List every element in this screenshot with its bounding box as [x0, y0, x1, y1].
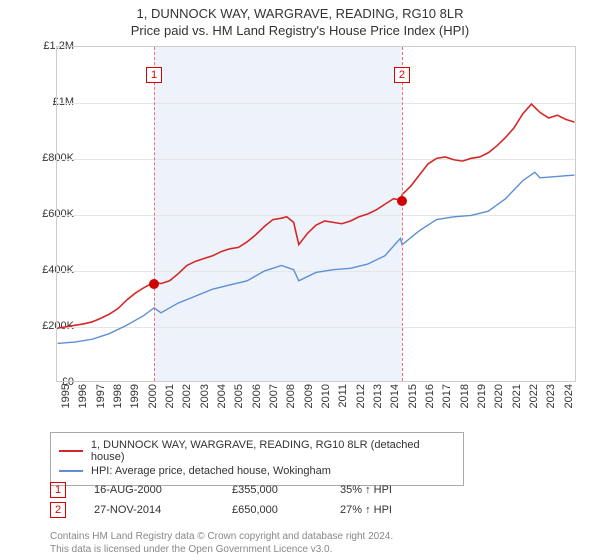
- x-tick-label: 2019: [476, 384, 488, 408]
- tx-date: 16-AUG-2000: [94, 484, 204, 496]
- tx-price: £355,000: [232, 484, 312, 496]
- tx-marker: 1: [50, 482, 66, 498]
- x-tick-label: 2002: [181, 384, 193, 408]
- x-tick-label: 1995: [60, 384, 72, 408]
- tx-diff: 35% ↑ HPI: [340, 484, 430, 496]
- chart-plot-area: 12: [56, 46, 576, 382]
- x-tick-label: 2017: [441, 384, 453, 408]
- marker-label-1: 1: [146, 67, 162, 83]
- tx-marker: 2: [50, 502, 66, 518]
- x-tick-label: 2021: [511, 384, 523, 408]
- marker-line-1: [154, 47, 155, 381]
- marker-label-2: 2: [394, 67, 410, 83]
- series-line-subject: [58, 104, 575, 328]
- page-title: 1, DUNNOCK WAY, WARGRAVE, READING, RG10 …: [0, 6, 600, 21]
- legend-label: 1, DUNNOCK WAY, WARGRAVE, READING, RG10 …: [91, 439, 455, 463]
- data-point-1: [149, 279, 159, 289]
- x-tick-label: 2004: [216, 384, 228, 408]
- x-tick-label: 2024: [563, 384, 575, 408]
- x-tick-label: 2010: [320, 384, 332, 408]
- x-tick-label: 2008: [285, 384, 297, 408]
- x-tick-label: 1999: [129, 384, 141, 408]
- x-tick-label: 1997: [95, 384, 107, 408]
- tx-date: 27-NOV-2014: [94, 504, 204, 516]
- tx-price: £650,000: [232, 504, 312, 516]
- footer-line-2: This data is licensed under the Open Gov…: [50, 543, 393, 556]
- x-tick-label: 2020: [493, 384, 505, 408]
- legend-row: 1, DUNNOCK WAY, WARGRAVE, READING, RG10 …: [59, 439, 455, 463]
- footer-line-1: Contains HM Land Registry data © Crown c…: [50, 530, 393, 543]
- x-tick-label: 2006: [251, 384, 263, 408]
- x-tick-label: 2005: [233, 384, 245, 408]
- line-series: [57, 47, 575, 381]
- x-tick-label: 2003: [199, 384, 211, 408]
- x-tick-label: 1996: [77, 384, 89, 408]
- x-tick-label: 2000: [147, 384, 159, 408]
- x-tick-label: 2015: [407, 384, 419, 408]
- x-tick-label: 2009: [303, 384, 315, 408]
- series-line-hpi: [58, 172, 575, 343]
- x-tick-label: 2001: [164, 384, 176, 408]
- data-point-2: [397, 196, 407, 206]
- x-tick-label: 2016: [424, 384, 436, 408]
- transactions-table: 1 16-AUG-2000 £355,000 35% ↑ HPI 2 27-NOV-201…: [50, 478, 430, 522]
- x-tick-label: 2007: [268, 384, 280, 408]
- x-tick-label: 2013: [372, 384, 384, 408]
- x-tick-label: 2011: [337, 384, 349, 408]
- tx-row: 1 16-AUG-2000 £355,000 35% ↑ HPI: [50, 482, 430, 498]
- marker-line-2: [402, 47, 403, 381]
- x-tick-label: 2022: [528, 384, 540, 408]
- tx-diff: 27% ↑ HPI: [340, 504, 430, 516]
- footer-text: Contains HM Land Registry data © Crown c…: [50, 530, 393, 556]
- x-tick-label: 2012: [355, 384, 367, 408]
- x-tick-label: 2023: [545, 384, 557, 408]
- x-tick-label: 2018: [459, 384, 471, 408]
- tx-row: 2 27-NOV-2014 £650,000 27% ↑ HPI: [50, 502, 430, 518]
- legend-label: HPI: Average price, detached house, Woki…: [91, 465, 331, 477]
- legend-row: HPI: Average price, detached house, Woki…: [59, 465, 455, 477]
- page-subtitle: Price paid vs. HM Land Registry's House …: [0, 23, 600, 38]
- x-tick-label: 1998: [112, 384, 124, 408]
- x-tick-label: 2014: [389, 384, 401, 408]
- legend-swatch: [59, 470, 83, 472]
- legend-swatch: [59, 450, 83, 452]
